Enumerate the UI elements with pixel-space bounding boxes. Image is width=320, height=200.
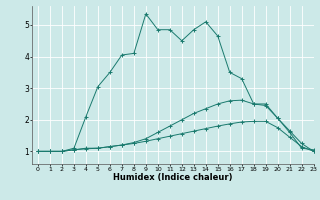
X-axis label: Humidex (Indice chaleur): Humidex (Indice chaleur) [113,173,233,182]
